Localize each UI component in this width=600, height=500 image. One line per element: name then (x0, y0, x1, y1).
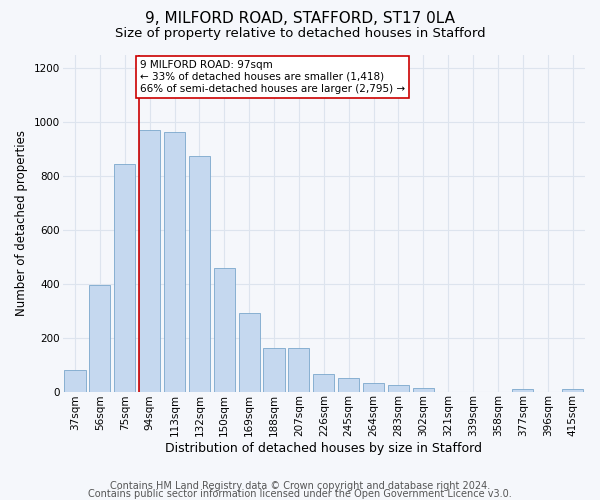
Bar (239, 314, 260, 392)
Text: 9, MILFORD ROAD, STAFFORD, ST17 0LA: 9, MILFORD ROAD, STAFFORD, ST17 0LA (145, 11, 455, 26)
Bar (189, 156, 210, 392)
Bar (313, 374, 334, 392)
Bar (114, 164, 136, 392)
Bar (64, 370, 86, 392)
Text: Contains public sector information licensed under the Open Government Licence v3: Contains public sector information licen… (88, 489, 512, 499)
X-axis label: Distribution of detached houses by size in Stafford: Distribution of detached houses by size … (165, 442, 482, 455)
Y-axis label: Number of detached properties: Number of detached properties (15, 130, 28, 316)
Bar (562, 389, 583, 392)
Bar (263, 348, 284, 392)
Bar (338, 378, 359, 392)
Bar (139, 130, 160, 392)
Text: Size of property relative to detached houses in Stafford: Size of property relative to detached ho… (115, 28, 485, 40)
Text: 9 MILFORD ROAD: 97sqm
← 33% of detached houses are smaller (1,418)
66% of semi-d: 9 MILFORD ROAD: 97sqm ← 33% of detached … (140, 60, 405, 94)
Bar (413, 388, 434, 392)
Bar (164, 132, 185, 392)
Text: Contains HM Land Registry data © Crown copyright and database right 2024.: Contains HM Land Registry data © Crown c… (110, 481, 490, 491)
Bar (214, 268, 235, 392)
Bar (363, 384, 384, 392)
Bar (512, 389, 533, 392)
Bar (388, 385, 409, 392)
Bar (289, 348, 310, 392)
Bar (89, 285, 110, 392)
